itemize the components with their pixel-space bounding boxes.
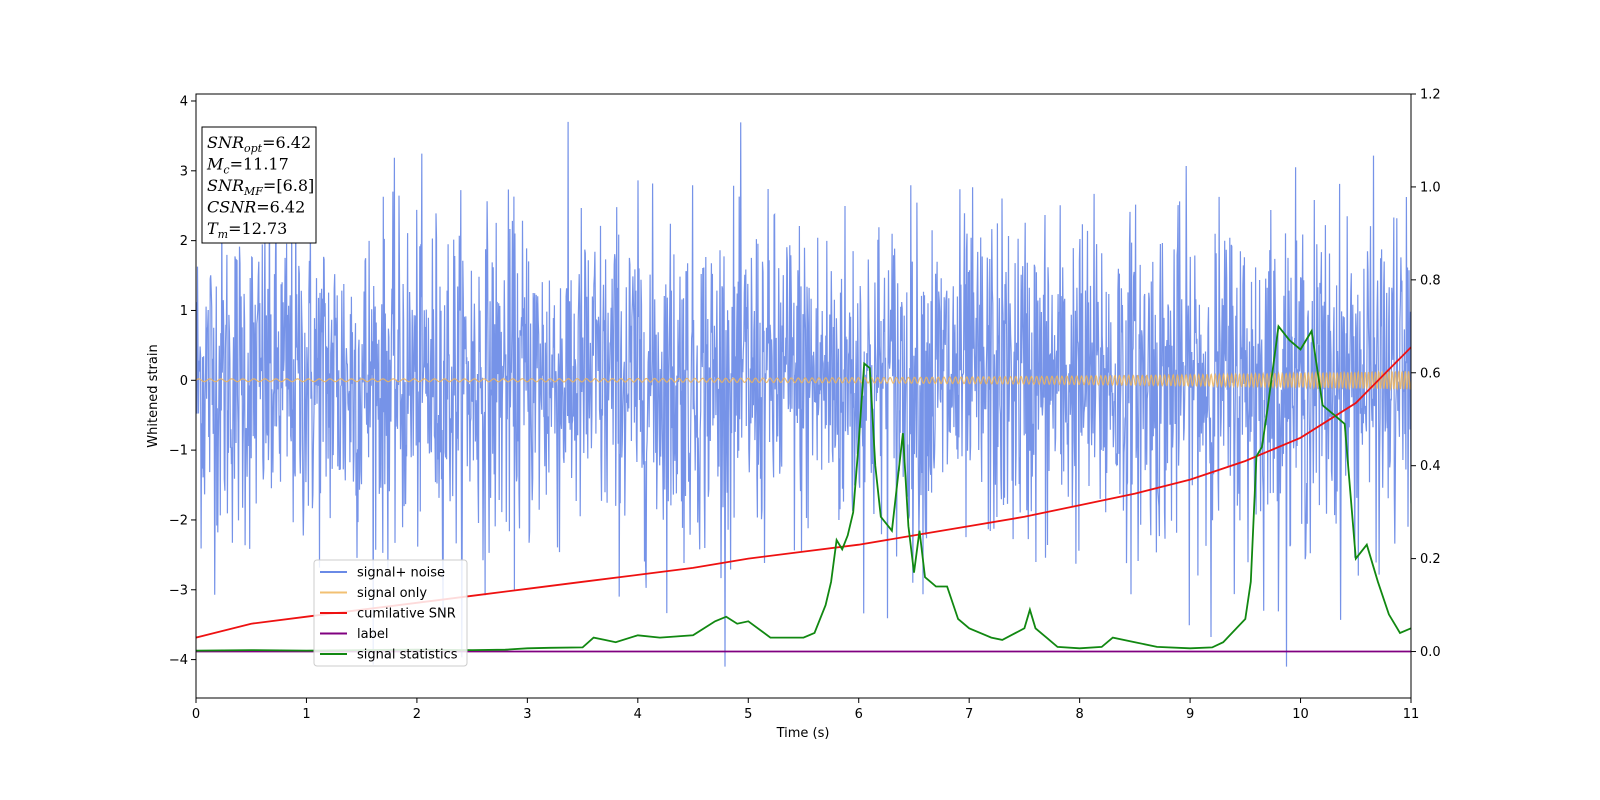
y-tick-label-right: 0.4 [1420, 459, 1441, 474]
annotation-line: Mc=11.17 [206, 155, 289, 177]
y-tick-label-right: 0.6 [1420, 366, 1441, 381]
x-tick-label: 0 [192, 707, 200, 722]
legend-item-signal-noise: signal+ noise [320, 566, 445, 581]
legend-item-signal-statistics: signal statistics [320, 648, 458, 663]
plot-frame [195, 93, 1412, 699]
annotation-line: CSNR=6.42 [207, 198, 305, 217]
x-tick-label: 2 [413, 707, 421, 722]
series-line-signal-only [196, 369, 1411, 392]
y-tick-label-left: 4 [180, 94, 188, 109]
annotation-line: SNRMF=[6.8] [207, 176, 314, 198]
annotation-line: Tm=12.73 [207, 219, 287, 241]
y-axis-right: 0.0 0.2 0.4 0.6 0.8 1.0 1.2 [1411, 88, 1441, 660]
y-tick-label-right: 0.0 [1420, 645, 1441, 660]
legend: signal+ noise signal only cumilative SNR la… [313, 559, 468, 667]
series-line-signal-noise [196, 121, 1411, 667]
y-axis-label: Whitened strain [146, 344, 161, 447]
x-tick-label: 9 [1186, 707, 1194, 722]
legend-label: signal+ noise [357, 566, 445, 581]
x-axis-label: Time (s) [776, 726, 830, 741]
y-tick-label-left: 3 [180, 164, 188, 179]
y-tick-label-left: −2 [169, 513, 188, 528]
x-tick-label: 6 [855, 707, 863, 722]
legend-frame [313, 559, 468, 667]
y-tick-label-right: 1.2 [1420, 88, 1441, 103]
legend-item-signal-only: signal only [320, 586, 427, 601]
legend-label: signal statistics [357, 648, 458, 663]
x-tick-label: 5 [744, 707, 752, 722]
y-tick-label-left: 0 [180, 374, 188, 389]
legend-label: label [357, 627, 388, 642]
x-axis: 0 1 2 3 4 5 6 7 8 9 10 11 [192, 698, 1419, 722]
x-tick-label: 8 [1075, 707, 1083, 722]
y-tick-label-left: −3 [169, 583, 188, 598]
y-axis-left: −4 −3 −2 −1 0 1 2 3 4 [169, 94, 196, 668]
legend-label: cumilative SNR [357, 607, 456, 622]
annotation-line: SNRopt=6.42 [207, 133, 311, 155]
x-tick-label: 11 [1403, 707, 1420, 722]
y-tick-label-left: 1 [180, 304, 188, 319]
x-tick-label: 3 [523, 707, 531, 722]
x-tick-label: 4 [634, 707, 642, 722]
series-line-signal-statistics [196, 324, 1411, 652]
x-tick-label: 10 [1292, 707, 1309, 722]
legend-label: signal only [357, 586, 427, 601]
legend-item-label: label [320, 627, 388, 642]
y-tick-label-right: 0.2 [1420, 552, 1441, 567]
y-tick-label-right: 0.8 [1420, 273, 1441, 288]
y-tick-label-left: −1 [169, 444, 188, 459]
y-tick-label-left: −4 [169, 653, 188, 668]
y-tick-label-left: 2 [180, 234, 188, 249]
y-tick-label-right: 1.0 [1420, 180, 1441, 195]
legend-item-cumilative-snr: cumilative SNR [320, 607, 456, 622]
x-tick-label: 7 [965, 707, 973, 722]
x-tick-label: 1 [302, 707, 310, 722]
